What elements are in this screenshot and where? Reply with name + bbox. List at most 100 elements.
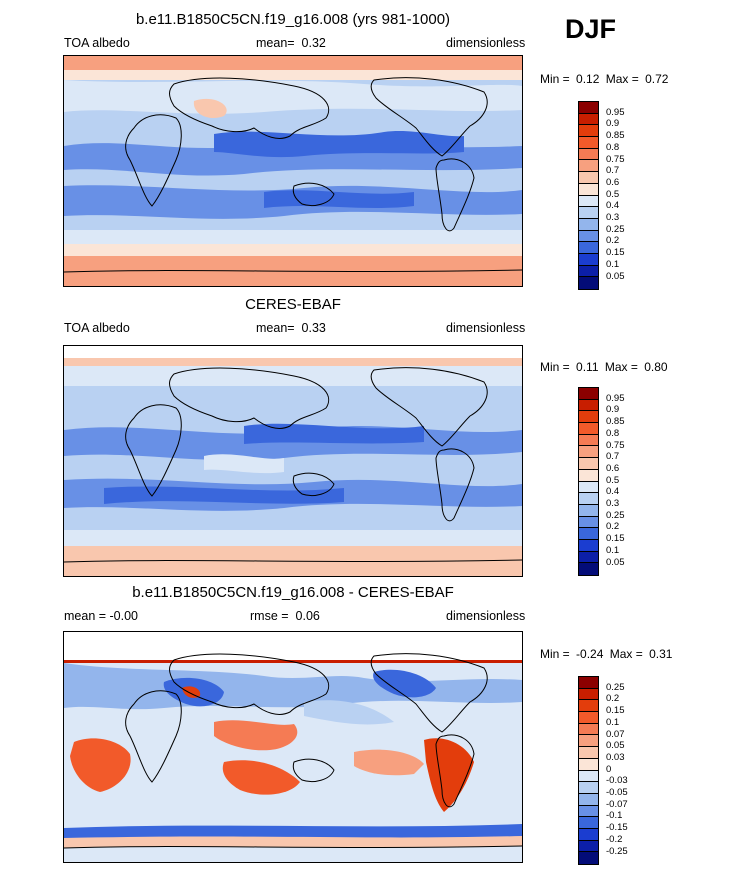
units-label: dimensionless — [446, 321, 526, 335]
colorbar-box — [579, 817, 598, 829]
colorbar-tick-label: 0.03 — [606, 751, 625, 763]
colorbar-tick-label: 0.05 — [606, 270, 625, 282]
colorbar-box — [579, 563, 598, 575]
colorbar-box — [579, 712, 598, 724]
colorbar-box — [579, 277, 598, 289]
colorbar — [578, 387, 599, 577]
max-value: 0.72 — [645, 72, 669, 86]
colorbar-box — [579, 183, 598, 196]
colorbar-tick-label: 0.25 — [606, 223, 625, 235]
colorbar-tick-label: 0 — [606, 763, 612, 775]
units-label: dimensionless — [446, 609, 526, 623]
colorbar-tick-label: 0.05 — [606, 556, 625, 568]
min-label: Min = — [540, 360, 570, 374]
colorbar-box — [579, 747, 598, 759]
mean-value: 0.32 — [301, 36, 326, 50]
colorbar-tick-label: 0.85 — [606, 130, 625, 142]
colorbar-tick-label: 0.2 — [606, 693, 620, 705]
colorbar-box — [579, 411, 598, 424]
variable-label: TOA albedo — [64, 321, 130, 335]
colorbar-tick-label: 0.7 — [606, 451, 620, 463]
mean-label: mean= 0.33 — [256, 321, 326, 335]
colorbar-tick-label: 0.7 — [606, 165, 620, 177]
min-label: Min = — [540, 647, 570, 661]
colorbar-tick-label: 0.2 — [606, 521, 620, 533]
panel-title: CERES-EBAF — [245, 296, 341, 313]
rmse-label: rmse = 0.06 — [250, 609, 320, 623]
colorbar-box — [579, 770, 598, 783]
colorbar-box — [579, 723, 598, 736]
max-value: 0.31 — [649, 647, 673, 661]
colorbar-tick-label: 0.15 — [606, 705, 625, 717]
colorbar-tick-label: -0.2 — [606, 833, 623, 845]
rmse-value: 0.06 — [295, 609, 320, 623]
colorbar-tick-label: 0.75 — [606, 153, 625, 165]
colorbar-tick-label: -0.03 — [606, 775, 628, 787]
colorbar-tick-label: 0.07 — [606, 728, 625, 740]
mean-label-text: mean= — [256, 36, 295, 50]
min-value: 0.11 — [576, 360, 599, 374]
colorbar-box — [579, 458, 598, 470]
colorbar-box — [579, 805, 598, 818]
rmse-label-text: rmse = — [250, 609, 289, 623]
colorbar-box — [579, 493, 598, 505]
colorbar-box — [579, 148, 598, 161]
colorbar-box — [579, 137, 598, 149]
colorbar-box — [579, 688, 598, 701]
colorbar-box — [579, 852, 598, 864]
colorbar — [578, 676, 599, 866]
colorbar-tick-label: 0.8 — [606, 427, 620, 439]
colorbar-box — [579, 469, 598, 482]
panel-obs: CERES-EBAF TOA albedo mean= 0.33 dimensi… — [0, 290, 733, 580]
colorbar-box — [579, 504, 598, 517]
colorbar-box — [579, 758, 598, 771]
colorbar-box — [579, 677, 598, 689]
colorbar-box — [579, 828, 598, 841]
season-label: DJF — [565, 14, 617, 44]
diff-mean-label: mean = -0.00 — [64, 609, 139, 623]
colorbar-box — [579, 388, 598, 400]
colorbar-box — [579, 207, 598, 219]
colorbar-box — [579, 113, 598, 126]
colorbar-box — [579, 102, 598, 114]
colorbar-tick-label: 0.15 — [606, 533, 625, 545]
colorbar-box — [579, 253, 598, 266]
colorbar-tick-label: 0.6 — [606, 462, 620, 474]
colorbar-tick-label: 0.6 — [606, 176, 620, 188]
colorbar-box — [579, 218, 598, 231]
colorbar-tick-label: -0.15 — [606, 822, 628, 834]
colorbar-tick-label: 0.95 — [606, 106, 625, 118]
colorbar-tick-label: 0.5 — [606, 188, 620, 200]
panel-model: b.e11.B1850C5CN.f19_g16.008 (yrs 981-100… — [0, 0, 733, 291]
variable-label: TOA albedo — [64, 36, 130, 50]
min-value: 0.12 — [576, 72, 600, 86]
mean-label: mean= 0.32 — [256, 36, 326, 50]
colorbar-tick-label: 0.8 — [606, 141, 620, 153]
colorbar-tick-label: -0.07 — [606, 798, 628, 810]
colorbar-tick-label: 0.05 — [606, 740, 625, 752]
map-model — [63, 55, 523, 287]
colorbar-tick-label: 0.9 — [606, 404, 620, 416]
colorbar-tick-label: 0.1 — [606, 716, 620, 728]
panel-title: b.e11.B1850C5CN.f19_g16.008 - CERES-EBAF — [132, 584, 454, 601]
map-difference — [63, 631, 523, 863]
units-label: dimensionless — [446, 36, 526, 50]
colorbar-box — [579, 399, 598, 412]
colorbar-box — [579, 195, 598, 208]
colorbar-box — [579, 782, 598, 794]
colorbar-box — [579, 242, 598, 254]
colorbar-tick-label: 0.3 — [606, 212, 620, 223]
colorbar-tick-label: -0.1 — [606, 810, 623, 822]
min-value: -0.24 — [576, 647, 604, 661]
colorbar-tick-label: 0.1 — [606, 258, 620, 270]
min-max-readout: Min = 0.11 Max = 0.80 — [540, 360, 671, 374]
colorbar-box — [579, 840, 598, 853]
colorbar-tick-label: 0.95 — [606, 392, 625, 404]
colorbar-box — [579, 423, 598, 435]
colorbar-box — [579, 446, 598, 459]
colorbar-tick-label: 0.9 — [606, 118, 620, 130]
colorbar-box — [579, 160, 598, 173]
colorbar-tick-label: 0.85 — [606, 416, 625, 428]
panel-diff: b.e11.B1850C5CN.f19_g16.008 - CERES-EBAF… — [0, 580, 733, 870]
colorbar-tick-label: 0.3 — [606, 498, 620, 509]
